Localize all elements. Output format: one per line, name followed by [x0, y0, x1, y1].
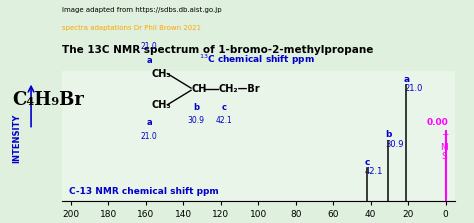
Text: CH₂—Br: CH₂—Br — [219, 84, 261, 94]
Text: 30.9: 30.9 — [385, 140, 404, 149]
Text: a: a — [146, 118, 152, 127]
Text: b: b — [193, 103, 199, 112]
Text: Image adapted from https://sdbs.db.aist.go.jp: Image adapted from https://sdbs.db.aist.… — [62, 7, 221, 13]
Text: INTENSITY: INTENSITY — [12, 114, 21, 163]
Text: M: M — [440, 143, 447, 152]
Text: a: a — [146, 56, 152, 65]
Text: CH₃: CH₃ — [152, 100, 171, 110]
Text: C₄H₉Br: C₄H₉Br — [12, 91, 84, 109]
Text: 30.9: 30.9 — [187, 116, 204, 125]
Text: 21.0: 21.0 — [141, 132, 158, 140]
Text: CH₃: CH₃ — [152, 69, 171, 78]
Text: T: T — [442, 134, 447, 143]
Text: c: c — [222, 103, 227, 112]
Text: b: b — [385, 130, 392, 140]
Text: spectra adaptations Dr Phil Brown 2021: spectra adaptations Dr Phil Brown 2021 — [62, 25, 201, 31]
Text: a: a — [404, 75, 410, 84]
Text: The 13C NMR spectrum of 1-bromo-2-methylpropane: The 13C NMR spectrum of 1-bromo-2-methyl… — [62, 45, 373, 55]
Text: 0.00: 0.00 — [427, 118, 448, 127]
Text: 42.1: 42.1 — [216, 116, 233, 125]
Text: 21.0: 21.0 — [404, 84, 422, 93]
Text: 21.0: 21.0 — [141, 42, 158, 51]
Text: 42.1: 42.1 — [365, 167, 383, 176]
Text: CH: CH — [192, 84, 207, 94]
Text: C-13 NMR chemical shift ppm: C-13 NMR chemical shift ppm — [70, 186, 219, 196]
Text: S: S — [442, 152, 447, 161]
Text: $^{13}$C chemical shift ppm: $^{13}$C chemical shift ppm — [199, 53, 315, 67]
Text: c: c — [365, 158, 370, 167]
